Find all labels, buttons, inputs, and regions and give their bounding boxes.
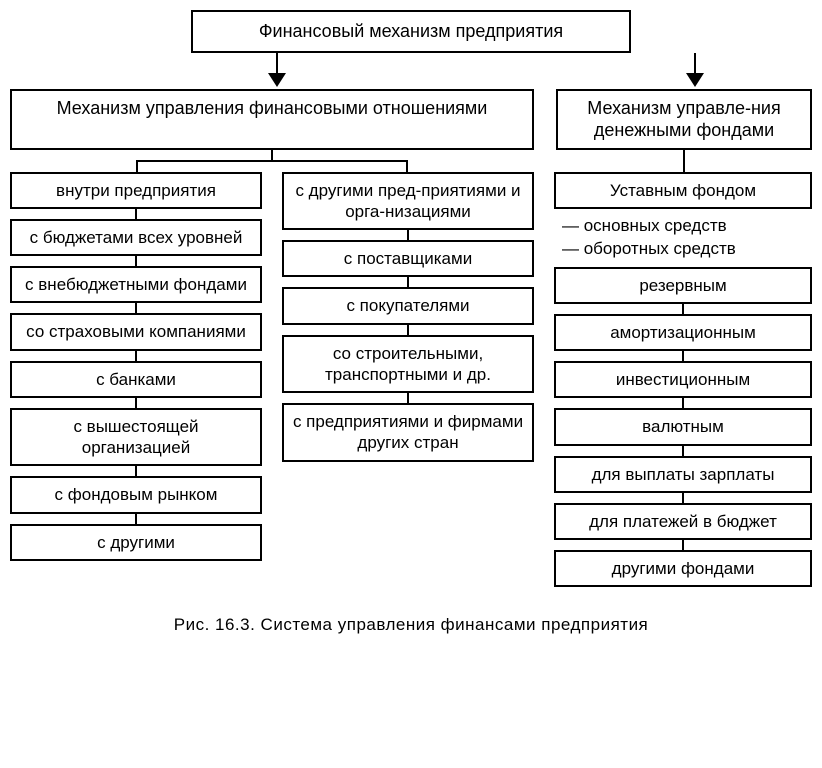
col1-item-label: внутри предприятия (56, 181, 216, 200)
root-label: Финансовый механизм предприятия (259, 21, 563, 41)
col3-item: резервным (554, 267, 812, 304)
branch-right-label: Механизм управле-ния денежными фондами (587, 98, 780, 141)
col2-item: с поставщиками (282, 240, 534, 277)
col2-item: с другими пред-приятиями и орга-низациям… (282, 172, 534, 231)
col3-note-line: — оборотных средств (562, 238, 812, 261)
col1-item-label: с фондовым рынком (55, 485, 218, 504)
arrow-to-left (268, 53, 286, 87)
col3-item-label: Уставным фондом (610, 181, 756, 200)
figure-caption: Рис. 16.3. Система управления финансами … (10, 615, 812, 635)
col1-item-label: с внебюджетными фондами (25, 275, 247, 294)
col3-item: валютным (554, 408, 812, 445)
col3-item-label: валютным (642, 417, 724, 436)
col2-item: со строительными, транспортными и др. (282, 335, 534, 394)
column-2: с другими пред-приятиями и орга-низациям… (282, 172, 534, 462)
col3-item-label: амортизационным (610, 323, 756, 342)
arrow-to-right (686, 53, 704, 87)
col3-item-label: для выплаты зарплаты (592, 465, 775, 484)
col1-item: с другими (10, 524, 262, 561)
col1-item: с вышестоящей организацией (10, 408, 262, 467)
col1-item: с фондовым рынком (10, 476, 262, 513)
col1-item-label: с банками (96, 370, 176, 389)
branch-right-header: Механизм управле-ния денежными фондами (556, 89, 812, 150)
col3-item: амортизационным (554, 314, 812, 351)
col1-item-label: со страховыми компаниями (26, 322, 246, 341)
col1-item-label: с другими (97, 533, 175, 552)
col2-item: с покупателями (282, 287, 534, 324)
col1-item-label: с бюджетами всех уровней (30, 228, 243, 247)
col3-note: — основных средств — оборотных средств (554, 215, 812, 261)
diagram-root: Финансовый механизм предприятия Механизм… (10, 10, 812, 635)
col1-item: внутри предприятия (10, 172, 262, 209)
col3-item-label: резервным (639, 276, 726, 295)
branch-left-header: Механизм управления финансовыми отношени… (10, 89, 534, 150)
col3-note-line: — основных средств (562, 215, 812, 238)
col2-item-label: с поставщиками (344, 249, 472, 268)
col3-item-label: инвестиционным (616, 370, 750, 389)
col3-item: другими фондами (554, 550, 812, 587)
col3-item-label: для платежей в бюджет (589, 512, 777, 531)
col2-item-label: с покупателями (346, 296, 469, 315)
col1-item-label: с вышестоящей организацией (73, 417, 198, 457)
col3-item: для выплаты зарплаты (554, 456, 812, 493)
col2-item-label: с предприятиями и фирмами других стран (293, 412, 523, 452)
figure-caption-text: Рис. 16.3. Система управления финансами … (174, 615, 649, 634)
branch-left-label: Механизм управления финансовыми отношени… (57, 98, 488, 118)
col1-item: со страховыми компаниями (10, 313, 262, 350)
root-box: Финансовый механизм предприятия (191, 10, 631, 53)
column-3: Уставным фондом — основных средств — обо… (554, 172, 812, 588)
col3-item: для платежей в бюджет (554, 503, 812, 540)
col3-item-label: другими фондами (612, 559, 755, 578)
col2-item-label: со строительными, транспортными и др. (325, 344, 491, 384)
col2-item: с предприятиями и фирмами других стран (282, 403, 534, 462)
column-1: внутри предприятия с бюджетами всех уров… (10, 172, 262, 561)
col3-item: инвестиционным (554, 361, 812, 398)
col1-item: с банками (10, 361, 262, 398)
col3-item-first: Уставным фондом (554, 172, 812, 209)
col1-item: с бюджетами всех уровней (10, 219, 262, 256)
col1-item: с внебюджетными фондами (10, 266, 262, 303)
col2-item-label: с другими пред-приятиями и орга-низациям… (295, 181, 520, 221)
